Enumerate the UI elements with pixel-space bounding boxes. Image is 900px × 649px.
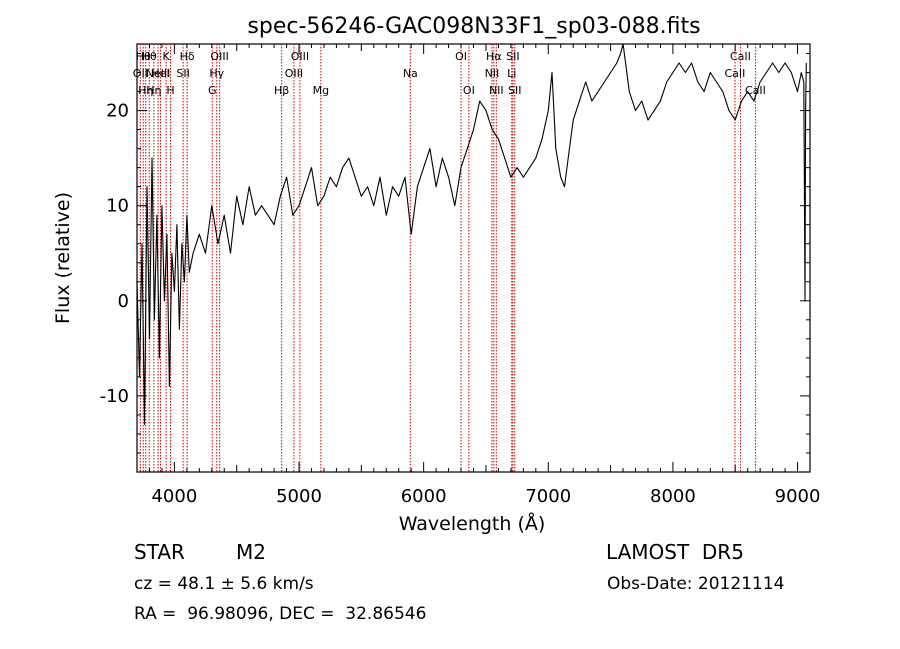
line-label: NII [485,67,500,80]
line-label: SII [506,50,519,63]
line-label: Hδ [180,50,195,63]
line-label: Hβ [274,84,289,97]
spectrum-line [136,43,807,425]
y-axis: -10 0 10 20 [100,53,810,473]
x-axis: 4000 5000 6000 7000 8000 9000 [136,44,821,507]
line-label: Na [403,67,418,80]
line-label: Hη [138,84,153,97]
line-label: OII [133,67,148,80]
x-tick-label: 6000 [401,486,447,507]
line-label: CaII [725,67,746,80]
x-axis-label: Wavelength (Å) [399,512,546,535]
x-tick-label: 5000 [276,486,322,507]
line-label: G [208,84,217,97]
line-label: K [163,50,171,63]
x-tick-label: 4000 [151,486,197,507]
line-label: OI [463,84,475,97]
line-label: Hθ [142,50,157,63]
subclass: M2 [236,540,266,564]
redshift-readout: cz = 48.1 ± 5.6 km/s [134,574,314,594]
line-label: NeIII [146,67,171,80]
line-label: Hα [486,50,502,63]
line-label: HeI [151,67,169,80]
line-label: OIII [291,50,309,63]
line-label: SII [176,67,189,80]
y-axis-label: Flux (relative) [52,192,74,324]
spectral-line-markers [139,44,756,472]
line-label: Hγ [209,67,224,80]
x-tick-label: 8000 [650,486,696,507]
line-label: Mg [313,84,329,97]
survey-name: LAMOST DR5 [606,540,744,564]
y-tick-label: 20 [106,101,129,122]
class-type: STAR [134,540,185,564]
spectral-line-labels: OIIHθHηHθHηNeIIIHeIKHSIIHδGHγOIIIHβOIIIO… [133,50,766,97]
line-label: NII [489,84,504,97]
y-tick-label: 10 [106,196,129,217]
x-tick-label: 7000 [525,486,571,507]
line-label: OIII [210,50,228,63]
x-tick-label: 9000 [775,486,821,507]
line-label: OIII [285,67,303,80]
line-label: H [166,84,174,97]
line-label: CaII [745,84,766,97]
line-label: CaII [730,50,751,63]
plot-frame [136,43,811,473]
line-label: SII [508,84,521,97]
line-label: Hη [146,84,161,97]
line-label: OI [455,50,467,63]
coordinates: RA = 96.98096, DEC = 32.86546 [134,604,427,624]
y-tick-label: 0 [118,291,129,312]
obs-date: Obs-Date: 20121114 [607,574,785,594]
line-label: Li [507,67,516,80]
y-tick-label: -10 [100,386,129,407]
chart-title: spec-56246-GAC098N33F1_sp03-088.fits [247,14,700,39]
